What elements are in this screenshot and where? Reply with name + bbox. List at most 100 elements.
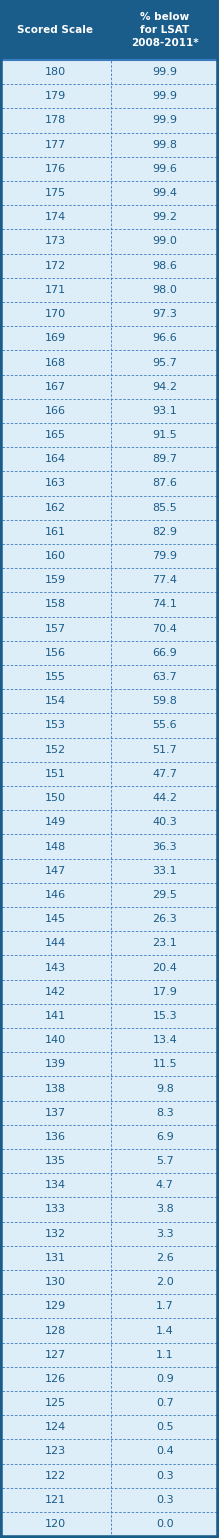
Text: 127: 127 <box>45 1350 66 1360</box>
Text: 133: 133 <box>45 1204 66 1215</box>
Text: 47.7: 47.7 <box>152 769 177 778</box>
Bar <box>2 786 217 811</box>
Text: 94.2: 94.2 <box>152 381 177 392</box>
Text: 93.1: 93.1 <box>152 406 177 415</box>
Text: 59.8: 59.8 <box>152 697 177 706</box>
Text: 142: 142 <box>45 987 66 997</box>
Text: 158: 158 <box>45 600 66 609</box>
Bar <box>2 181 217 205</box>
Text: 164: 164 <box>45 454 66 464</box>
Text: 36.3: 36.3 <box>152 841 177 852</box>
Bar <box>2 495 217 520</box>
Bar <box>2 835 217 858</box>
Text: 166: 166 <box>45 406 66 415</box>
Bar <box>2 930 217 955</box>
Bar <box>2 85 217 108</box>
Text: 0.0: 0.0 <box>156 1520 174 1529</box>
Text: 175: 175 <box>45 188 66 198</box>
Text: 99.2: 99.2 <box>152 212 177 223</box>
Text: 0.4: 0.4 <box>156 1447 174 1456</box>
Text: 170: 170 <box>45 309 66 318</box>
Text: 131: 131 <box>45 1253 66 1263</box>
Text: 137: 137 <box>45 1107 66 1118</box>
Bar <box>2 811 217 835</box>
Text: 87.6: 87.6 <box>152 478 177 489</box>
Bar <box>2 1198 217 1221</box>
Bar <box>2 592 217 617</box>
Bar <box>2 641 217 664</box>
Text: 176: 176 <box>45 165 66 174</box>
Bar <box>2 617 217 641</box>
Text: 2.6: 2.6 <box>156 1253 174 1263</box>
Text: 82.9: 82.9 <box>152 528 177 537</box>
Bar <box>2 1004 217 1027</box>
Bar <box>0 0 219 60</box>
Text: 180: 180 <box>45 68 66 77</box>
Bar <box>2 544 217 568</box>
Text: 5.7: 5.7 <box>156 1157 174 1166</box>
Text: 171: 171 <box>45 285 66 295</box>
Text: 167: 167 <box>45 381 66 392</box>
Text: 126: 126 <box>45 1373 66 1384</box>
Bar <box>2 472 217 495</box>
Bar <box>2 1270 217 1293</box>
Text: 152: 152 <box>45 744 66 755</box>
Text: 169: 169 <box>45 334 66 343</box>
Text: 138: 138 <box>45 1083 66 1094</box>
Text: 123: 123 <box>45 1447 66 1456</box>
Bar <box>2 955 217 980</box>
Text: 85.5: 85.5 <box>152 503 177 512</box>
Text: 95.7: 95.7 <box>152 357 177 368</box>
Text: 140: 140 <box>45 1035 66 1046</box>
Text: 26.3: 26.3 <box>152 914 177 924</box>
Bar <box>2 205 217 229</box>
Text: 174: 174 <box>45 212 66 223</box>
Text: 179: 179 <box>45 91 66 102</box>
Bar <box>2 738 217 761</box>
Text: 6.9: 6.9 <box>156 1132 174 1141</box>
Bar <box>2 568 217 592</box>
Text: 0.7: 0.7 <box>156 1398 174 1409</box>
Text: 63.7: 63.7 <box>152 672 177 681</box>
Text: 99.6: 99.6 <box>152 165 177 174</box>
Bar <box>2 1077 217 1101</box>
Bar <box>2 1318 217 1343</box>
Text: 97.3: 97.3 <box>152 309 177 318</box>
Text: 1.1: 1.1 <box>156 1350 174 1360</box>
Bar <box>2 664 217 689</box>
Text: 0.9: 0.9 <box>156 1373 174 1384</box>
Text: 134: 134 <box>45 1180 66 1190</box>
Bar <box>2 714 217 738</box>
Text: 23.1: 23.1 <box>152 938 177 949</box>
Bar <box>2 60 217 85</box>
Bar <box>2 980 217 1004</box>
Text: 122: 122 <box>45 1470 66 1481</box>
Text: Scored Scale: Scored Scale <box>17 25 93 35</box>
Text: 135: 135 <box>45 1157 66 1166</box>
Text: 74.1: 74.1 <box>152 600 177 609</box>
Text: 147: 147 <box>45 866 66 875</box>
Text: 79.9: 79.9 <box>152 551 177 561</box>
Bar <box>2 1440 217 1464</box>
Text: 13.4: 13.4 <box>152 1035 177 1046</box>
Text: 96.6: 96.6 <box>152 334 177 343</box>
Bar <box>2 278 217 301</box>
Text: 139: 139 <box>45 1060 66 1069</box>
Bar <box>2 398 217 423</box>
Bar <box>2 883 217 907</box>
Bar <box>2 448 217 472</box>
Text: 148: 148 <box>45 841 66 852</box>
Text: 44.2: 44.2 <box>152 794 177 803</box>
Text: 99.8: 99.8 <box>152 140 177 149</box>
Text: 136: 136 <box>45 1132 66 1141</box>
Text: 0.5: 0.5 <box>156 1423 174 1432</box>
Text: 161: 161 <box>45 528 66 537</box>
Bar <box>2 157 217 181</box>
Text: 120: 120 <box>45 1520 66 1529</box>
Text: 125: 125 <box>45 1398 66 1409</box>
Text: 163: 163 <box>45 478 66 489</box>
Text: 9.8: 9.8 <box>156 1083 174 1094</box>
Text: 3.3: 3.3 <box>156 1229 174 1238</box>
Bar <box>2 423 217 448</box>
Text: 162: 162 <box>45 503 66 512</box>
